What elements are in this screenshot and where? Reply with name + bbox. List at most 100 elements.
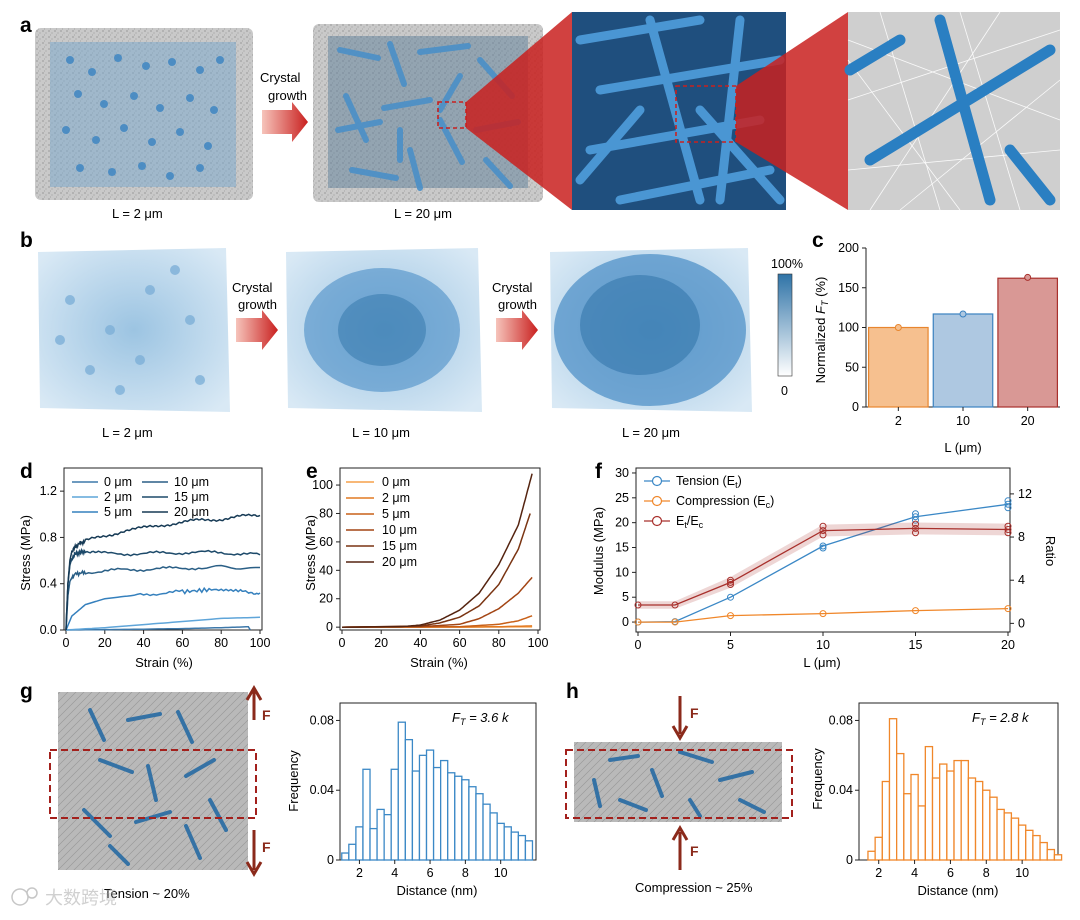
- hist-bar-g_hist: [524, 840, 534, 861]
- x-tick-label-e: 0: [339, 636, 346, 650]
- marker-f-1: [634, 618, 642, 626]
- x-axis-label-d: Strain (%): [135, 655, 193, 670]
- y-tick-label-left-f: 5: [622, 590, 629, 604]
- hist-bar-h_hist: [953, 759, 962, 861]
- hist-bar-g_hist: [432, 766, 442, 861]
- caption-a-l20: L = 20 μm: [394, 206, 452, 221]
- tension-highlight-box: [49, 749, 257, 819]
- hist-bar-h_hist: [946, 770, 955, 861]
- panel-label-f: f: [595, 460, 603, 483]
- series-line-f-1: [638, 607, 1009, 623]
- hist-bar-g_hist: [496, 822, 505, 861]
- y-tick-label-left-f: 0: [622, 615, 629, 629]
- x-tick-label-d: 20: [98, 636, 112, 650]
- x-tick-label-c: 2: [895, 414, 902, 428]
- panel-label-d: d: [20, 460, 33, 483]
- marker-f-0: [1004, 500, 1012, 508]
- y-axis-label-e: Stress (MPa): [303, 515, 318, 591]
- panel-a: a L = 2 μm Crystal growth: [20, 11, 1061, 221]
- hist-bar-g_hist: [447, 772, 456, 861]
- legend-label-d: 10 μm: [174, 475, 209, 489]
- y-axis-label-c: Normalized FT (%): [813, 277, 830, 384]
- ft-annotation-g: FT = 3.6 k: [452, 710, 510, 727]
- panel-h-histogram: Frequency Distance (nm) FT = 2.8 k 2 4 6 8 1…: [810, 702, 1063, 898]
- density-image-l2: [38, 248, 230, 412]
- axes-frame-d: [63, 467, 263, 631]
- hist-bar-h_hist: [881, 780, 891, 861]
- panel-d-chart: d Stress (MPa) Strain (%) 0 20 40 60 80 100 0.…: [18, 460, 270, 670]
- caption-a-l2: L = 2 μm: [112, 206, 163, 221]
- panel-label-g: g: [20, 680, 33, 703]
- arrow-b2-text-2: growth: [498, 297, 537, 312]
- x-axis-label-g: Distance (nm): [397, 883, 478, 898]
- panel-g: g F F Tension ~ 20%: [20, 680, 271, 901]
- x-tick-label-e: 20: [374, 636, 388, 650]
- hist-bar-g_hist: [369, 827, 378, 861]
- dot-c-10: [959, 310, 967, 318]
- marker-f-0: [1004, 497, 1012, 505]
- panel-h: h F F Compression ~ 25%: [565, 680, 793, 895]
- y-tick-label-h_hist: 0.08: [829, 713, 853, 727]
- hist-bar-h_hist: [996, 808, 1005, 861]
- series-line-d-2: [65, 586, 261, 631]
- series-line-d-0: [66, 626, 251, 631]
- hist-bar-g_hist: [341, 852, 350, 861]
- growth-arrow-b2: [496, 310, 538, 350]
- zoom-fibers-1: [575, 15, 785, 205]
- colorbar-max-label: 100%: [771, 257, 803, 271]
- band-f-2: [638, 522, 1008, 609]
- hist-bar-h_hist: [917, 805, 926, 861]
- y-axis-label-g: Frequency: [286, 750, 301, 812]
- marker-f-2: [912, 520, 919, 528]
- series-line-d-5: [65, 513, 261, 631]
- y-tick-label-g_hist: 0.08: [310, 713, 334, 727]
- y-tick-label-e: 100: [312, 478, 333, 492]
- force-arrow-down-icon: [245, 861, 263, 877]
- bar-c-20: [997, 277, 1059, 408]
- marker-f-2: [727, 581, 734, 589]
- force-arrow-down-icon-h: [671, 725, 689, 741]
- marker-f-0: [912, 510, 919, 518]
- y-tick-label-d: 1.2: [40, 484, 57, 498]
- series-line-f-2: [638, 527, 1009, 606]
- y-tick-label-left-f: 30: [615, 466, 629, 480]
- y-tick-label-d: 0.0: [40, 623, 57, 637]
- caption-b-l10: L = 10 μm: [352, 425, 410, 440]
- x-tick-label-d: 40: [137, 636, 151, 650]
- x-tick-label-h_hist: 10: [1015, 866, 1029, 880]
- legend-label-f: Et/Ec: [676, 514, 704, 530]
- y-tick-label-g_hist: 0.04: [310, 783, 334, 797]
- panel-label-b: b: [20, 229, 33, 252]
- hist-bar-h_hist: [1025, 829, 1034, 861]
- hist-bar-h_hist: [1046, 848, 1056, 861]
- arrow-b1-text-1: Crystal: [232, 280, 273, 295]
- hist-bar-g_hist: [510, 831, 519, 861]
- hist-bar-g_hist: [454, 775, 463, 861]
- x-tick-label-g_hist: 6: [427, 866, 434, 880]
- legend-label-d: 20 μm: [174, 505, 209, 519]
- marker-f-0: [727, 593, 734, 601]
- hist-bar-h_hist: [867, 850, 876, 861]
- marker-f-1: [727, 612, 734, 620]
- zoom-wedge-1: [466, 12, 572, 210]
- zoom-fibers-2: [844, 14, 1056, 206]
- x-tick-label-d: 80: [214, 636, 228, 650]
- hist-bar-g_hist: [489, 812, 498, 861]
- bar-c-2: [867, 326, 929, 408]
- hist-bar-h_hist: [895, 752, 905, 861]
- panel-f-chart: f Modulus (MPa) Ratio L (μm) 0 5 10 15 20051…: [591, 460, 1058, 670]
- x-tick-label-d: 0: [63, 636, 70, 650]
- x-tick-label-f: 20: [1001, 638, 1015, 652]
- force-label-top-g: F: [262, 707, 271, 723]
- hist-bar-h_hist: [1053, 854, 1063, 861]
- hist-bar-h_hist: [910, 773, 919, 861]
- x-axis-label-h: Distance (nm): [918, 883, 999, 898]
- ft-annotation-h: FT = 2.8 k: [972, 710, 1030, 727]
- marker-f-2: [912, 524, 919, 532]
- y-tick-label-left-f: 25: [615, 491, 629, 505]
- y-tick-label-e: 80: [319, 506, 333, 520]
- y-tick-label-c: 100: [838, 321, 859, 335]
- caption-tension: Tension ~ 20%: [104, 886, 190, 901]
- y-tick-label-right-f: 8: [1018, 530, 1025, 544]
- marker-f-0: [1004, 504, 1012, 512]
